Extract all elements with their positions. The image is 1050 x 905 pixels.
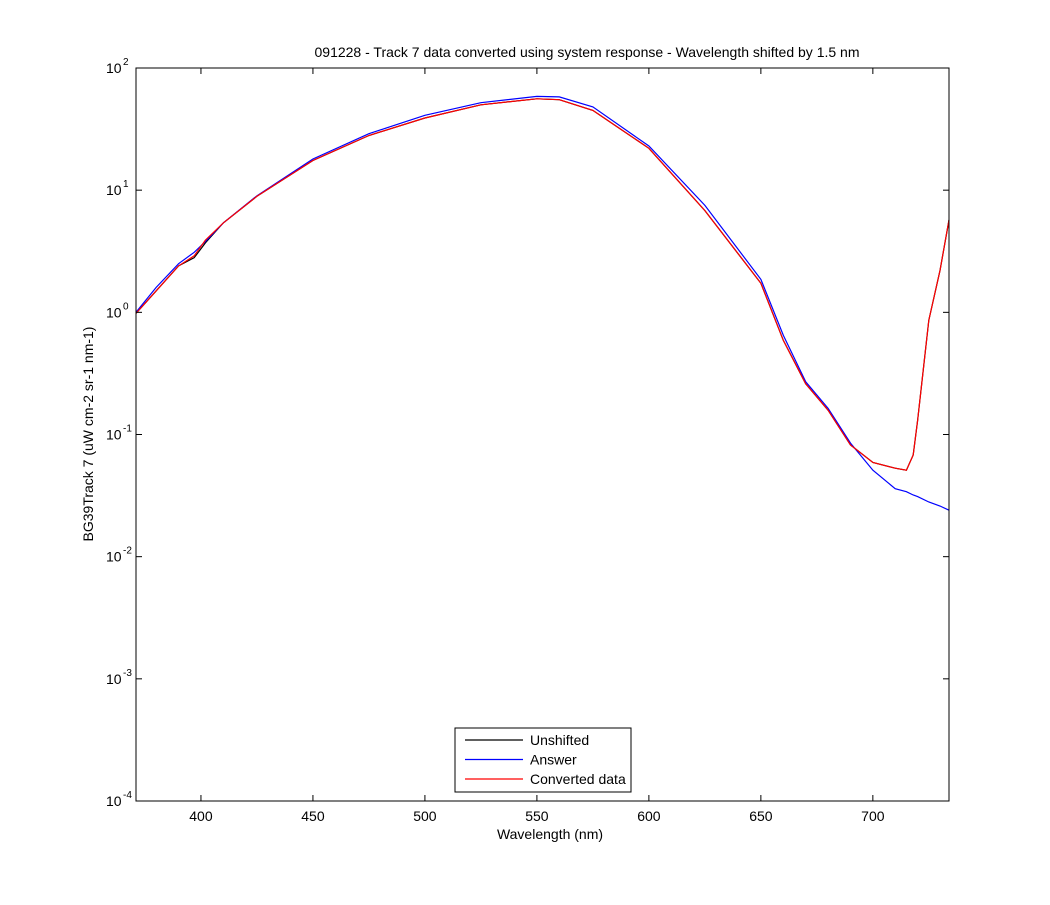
y-tick-label: 10 (106, 549, 122, 565)
y-tick-exponent: -4 (123, 790, 132, 801)
y-tick-exponent: 0 (123, 301, 129, 312)
y-tick-exponent: -1 (123, 424, 132, 435)
y-tick-label: 10 (106, 671, 122, 687)
chart-title: 091228 - Track 7 data converted using sy… (315, 44, 860, 60)
y-tick-label: 10 (106, 304, 122, 320)
y-tick-exponent: 1 (123, 179, 129, 190)
y-tick-label: 10 (106, 793, 122, 809)
x-tick-label: 500 (413, 808, 437, 824)
x-tick-label: 700 (861, 808, 885, 824)
y-tick-label: 10 (106, 182, 122, 198)
y-tick-exponent: 2 (123, 57, 129, 68)
x-tick-label: 450 (301, 808, 325, 824)
x-axis-label: Wavelength (nm) (497, 826, 603, 842)
legend-label: Answer (530, 752, 577, 768)
y-tick-exponent: -2 (123, 546, 132, 557)
plot-area (135, 95, 950, 511)
y-tick-label: 10 (106, 60, 122, 76)
x-tick-label: 600 (637, 808, 661, 824)
x-tick-label: 550 (525, 808, 549, 824)
x-tick-label: 650 (749, 808, 773, 824)
y-axis-label: BG39Track 7 (uW cm-2 sr-1 nm-1) (80, 327, 96, 542)
x-tick-label: 400 (189, 808, 213, 824)
y-tick-exponent: -3 (123, 668, 132, 679)
legend-box (454, 727, 632, 793)
legend-label: Unshifted (530, 732, 589, 748)
y-tick-label: 10 (106, 427, 122, 443)
data-line (135, 98, 950, 471)
legend-label: Converted data (530, 771, 626, 787)
